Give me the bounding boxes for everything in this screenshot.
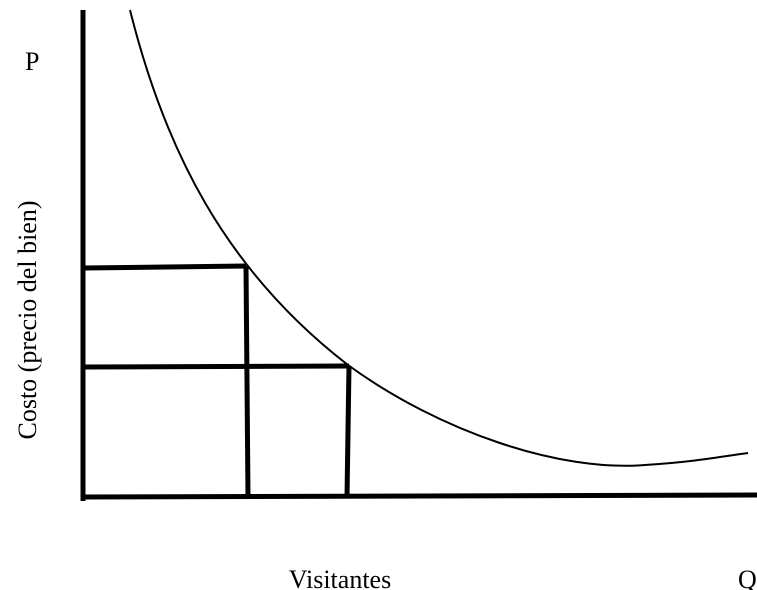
price-line-high <box>82 263 247 271</box>
x-axis-symbol: Q <box>738 565 757 590</box>
demand-curve <box>129 9 749 467</box>
y-axis-label: Costo (precio del bien) <box>13 201 42 440</box>
x-axis <box>80 492 757 500</box>
quantity-line-high <box>344 365 352 498</box>
y-axis-symbol: P <box>25 47 39 76</box>
quantity-line-low <box>243 265 251 498</box>
price-line-low <box>82 363 350 370</box>
x-axis-label: Visitantes <box>289 565 391 590</box>
